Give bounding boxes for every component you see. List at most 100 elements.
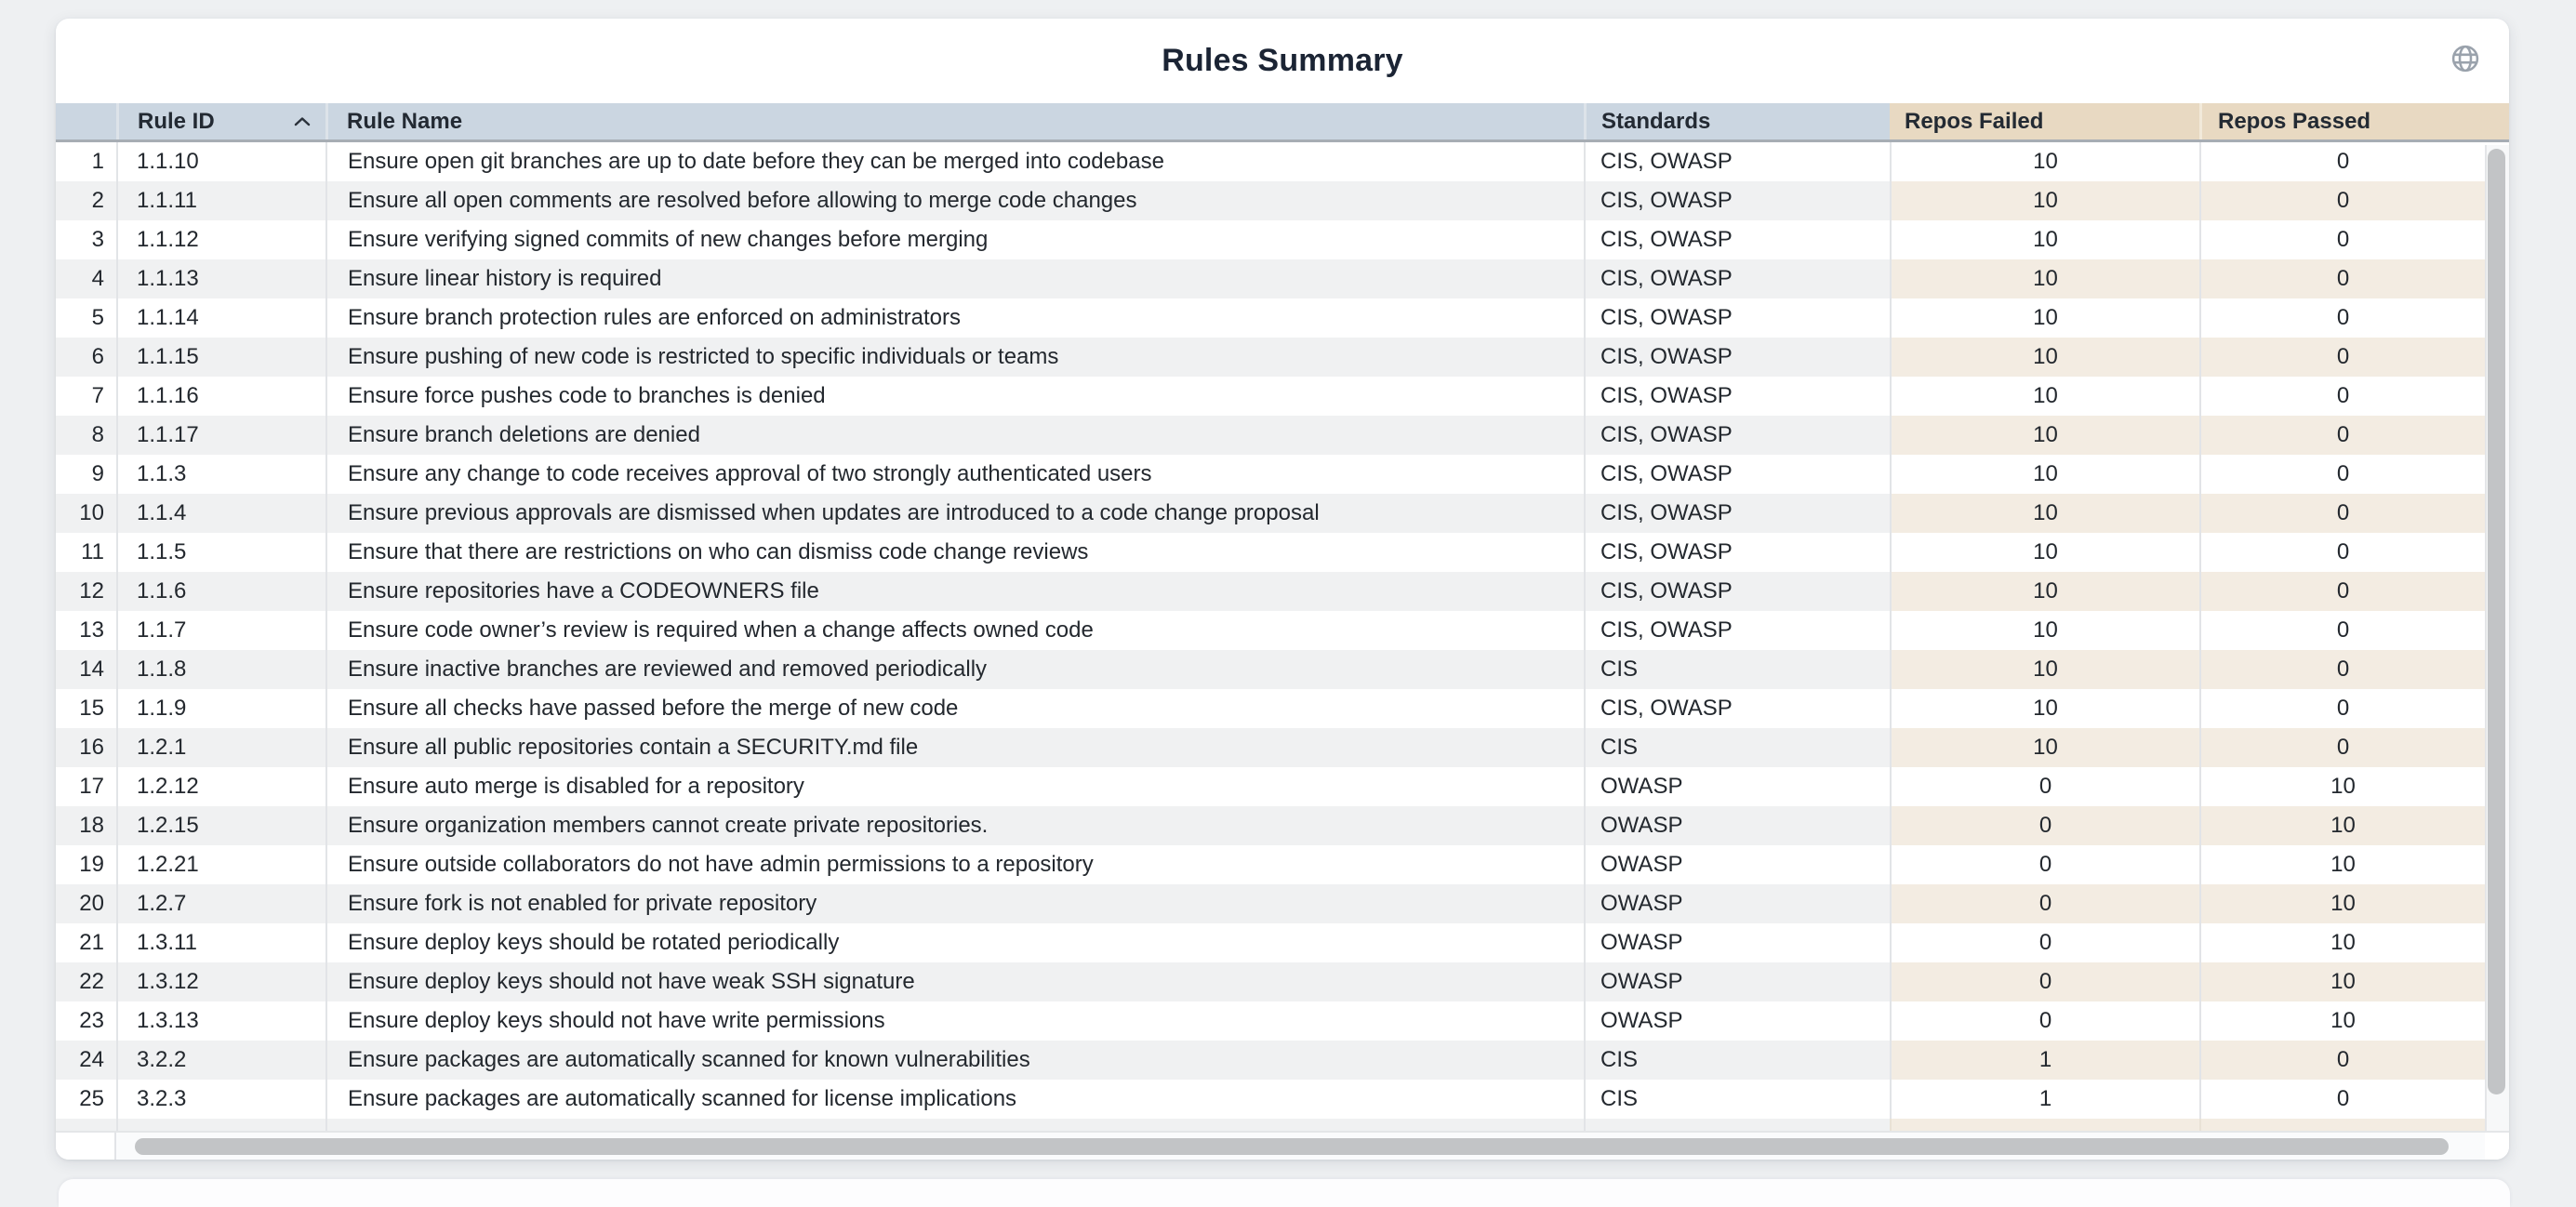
rule-name-cell: Ensure that there are restrictions on wh…	[325, 533, 1584, 572]
row-index: 1	[56, 142, 116, 181]
header-scrollbar-gutter	[2485, 103, 2509, 139]
standards-cell: OWASP	[1584, 1001, 1890, 1041]
standards-cell: CIS, OWASP	[1584, 377, 1890, 416]
standards-cell: CIS, OWASP	[1584, 338, 1890, 377]
table-row: 22 1.3.12 Ensure deploy keys should not ha…	[56, 962, 2509, 1001]
standards-cell: CIS	[1584, 728, 1890, 767]
rule-name-cell: Ensure previous approvals are dismissed …	[325, 494, 1584, 533]
rule-id-cell: 1.1.16	[116, 377, 325, 416]
rule-id-cell: 1.1.5	[116, 533, 325, 572]
repos-failed-cell: 10	[1890, 455, 2199, 494]
repos-failed-cell: 10	[1890, 181, 2199, 220]
row-index: 21	[56, 923, 116, 962]
standards-cell: CIS	[1584, 1080, 1890, 1119]
rule-name-cell: Ensure deploy keys should not have weak …	[325, 962, 1584, 1001]
rule-id-cell: 1.1.11	[116, 181, 325, 220]
standards-cell: CIS, OWASP	[1584, 142, 1890, 181]
standards-cell: OWASP	[1584, 962, 1890, 1001]
repos-passed-cell: 0	[2199, 1041, 2485, 1080]
row-index: 23	[56, 1001, 116, 1041]
repos-passed-cell: 0	[2199, 338, 2485, 377]
rule-name-cell: Ensure all checks have passed before the…	[325, 689, 1584, 728]
row-index: 16	[56, 728, 116, 767]
rule-name-cell: Ensure organization members cannot creat…	[325, 806, 1584, 845]
table-row: 12 1.1.6 Ensure repositories have a CODEOW…	[56, 572, 2509, 611]
rule-name-cell: Ensure open git branches are up to date …	[325, 142, 1584, 181]
globe-icon	[2449, 42, 2482, 80]
standards-cell: CIS, OWASP	[1584, 455, 1890, 494]
repos-failed-cell: 10	[1890, 533, 2199, 572]
repos-passed-cell: 0	[2199, 650, 2485, 689]
rule-name-cell: Ensure auto merge is disabled for a repo…	[325, 767, 1584, 806]
standards-cell: CIS, OWASP	[1584, 416, 1890, 455]
repos-failed-cell: 0	[1890, 806, 2199, 845]
header-repos-passed[interactable]: Repos Passed	[2199, 103, 2485, 139]
repos-passed-cell: 0	[2199, 494, 2485, 533]
row-index: 7	[56, 377, 116, 416]
repos-failed-cell: 10	[1890, 728, 2199, 767]
rule-name-cell: Ensure deploy keys should not have write…	[325, 1001, 1584, 1041]
rule-id-cell: 1.3.12	[116, 962, 325, 1001]
table-row: 25 3.2.3 Ensure packages are automatically…	[56, 1080, 2509, 1119]
row-index: 22	[56, 962, 116, 1001]
horizontal-scrollbar-thumb[interactable]	[135, 1138, 2449, 1155]
header-rule-id[interactable]: Rule ID	[116, 103, 325, 139]
rule-id-cell: 3.2.3	[116, 1080, 325, 1119]
vertical-scrollbar-thumb[interactable]	[2488, 149, 2505, 1094]
table-row: 4 1.1.13 Ensure linear history is required…	[56, 259, 2509, 298]
rule-id-cell: 1.1.3	[116, 455, 325, 494]
row-index: 20	[56, 884, 116, 923]
table-row: 19 1.2.21 Ensure outside collaborators do …	[56, 845, 2509, 884]
globe-button[interactable]	[2448, 43, 2483, 78]
table-row: 17 1.2.12 Ensure auto merge is disabled fo…	[56, 767, 2509, 806]
repos-passed-cell: 0	[2199, 611, 2485, 650]
rule-name-cell: Ensure packages are automatically scanne…	[325, 1080, 1584, 1119]
repos-passed-cell: 10	[2199, 767, 2485, 806]
rule-id-cell: 1.1.10	[116, 142, 325, 181]
rule-id-cell: 1.1.13	[116, 259, 325, 298]
repos-passed-cell: 0	[2199, 259, 2485, 298]
table-row: 10 1.1.4 Ensure previous approvals are dis…	[56, 494, 2509, 533]
repos-failed-cell: 1	[1890, 1041, 2199, 1080]
rule-id-cell: 1.1.8	[116, 650, 325, 689]
repos-failed-cell: 0	[1890, 1001, 2199, 1041]
table-row: 3 1.1.12 Ensure verifying signed commits o…	[56, 220, 2509, 259]
table-row: 11 1.1.5 Ensure that there are restriction…	[56, 533, 2509, 572]
repos-failed-cell: 0	[1890, 845, 2199, 884]
repos-passed-cell: 0	[2199, 455, 2485, 494]
standards-cell: OWASP	[1584, 923, 1890, 962]
repos-passed-cell: 0	[2199, 689, 2485, 728]
table-row: 15 1.1.9 Ensure all checks have passed bef…	[56, 689, 2509, 728]
header-standards[interactable]: Standards	[1584, 103, 1890, 139]
rule-name-cell: Ensure all public repositories contain a…	[325, 728, 1584, 767]
row-index: 3	[56, 220, 116, 259]
repos-failed-cell: 10	[1890, 298, 2199, 338]
rule-id-cell: 1.3.13	[116, 1001, 325, 1041]
standards-cell: CIS, OWASP	[1584, 259, 1890, 298]
table-row: 6 1.1.15 Ensure pushing of new code is res…	[56, 338, 2509, 377]
horizontal-scrollbar-track[interactable]	[56, 1131, 2509, 1160]
standards-cell: CIS, OWASP	[1584, 533, 1890, 572]
row-index: 12	[56, 572, 116, 611]
table-row: 24 3.2.2 Ensure packages are automatically…	[56, 1041, 2509, 1080]
row-index: 19	[56, 845, 116, 884]
table-row: 20 1.2.7 Ensure fork is not enabled for pr…	[56, 884, 2509, 923]
repos-passed-cell: 0	[2199, 1080, 2485, 1119]
standards-cell: CIS, OWASP	[1584, 181, 1890, 220]
rule-name-cell: Ensure branch protection rules are enfor…	[325, 298, 1584, 338]
repos-passed-cell: 10	[2199, 884, 2485, 923]
header-rule-name[interactable]: Rule Name	[325, 103, 1584, 139]
rule-name-cell: Ensure branch deletions are denied	[325, 416, 1584, 455]
repos-passed-cell: 0	[2199, 377, 2485, 416]
header-repos-failed[interactable]: Repos Failed	[1890, 103, 2199, 139]
row-index: 13	[56, 611, 116, 650]
row-index: 24	[56, 1041, 116, 1080]
repos-failed-cell: 0	[1890, 884, 2199, 923]
repos-failed-cell: 10	[1890, 689, 2199, 728]
table-row: 5 1.1.14 Ensure branch protection rules ar…	[56, 298, 2509, 338]
row-index: 17	[56, 767, 116, 806]
repos-failed-cell: 0	[1890, 962, 2199, 1001]
standards-cell: CIS, OWASP	[1584, 689, 1890, 728]
rule-name-cell: Ensure inactive branches are reviewed an…	[325, 650, 1584, 689]
